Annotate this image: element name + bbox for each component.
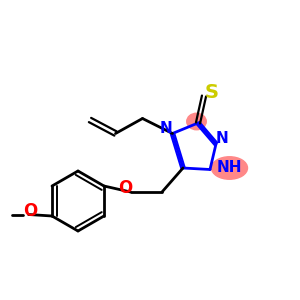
Text: N: N	[216, 131, 228, 146]
Text: O: O	[23, 202, 37, 220]
Text: N: N	[160, 121, 172, 136]
Text: NH: NH	[217, 160, 242, 175]
Ellipse shape	[187, 113, 206, 130]
Text: S: S	[205, 83, 218, 102]
Ellipse shape	[212, 157, 248, 179]
Text: O: O	[118, 179, 133, 197]
